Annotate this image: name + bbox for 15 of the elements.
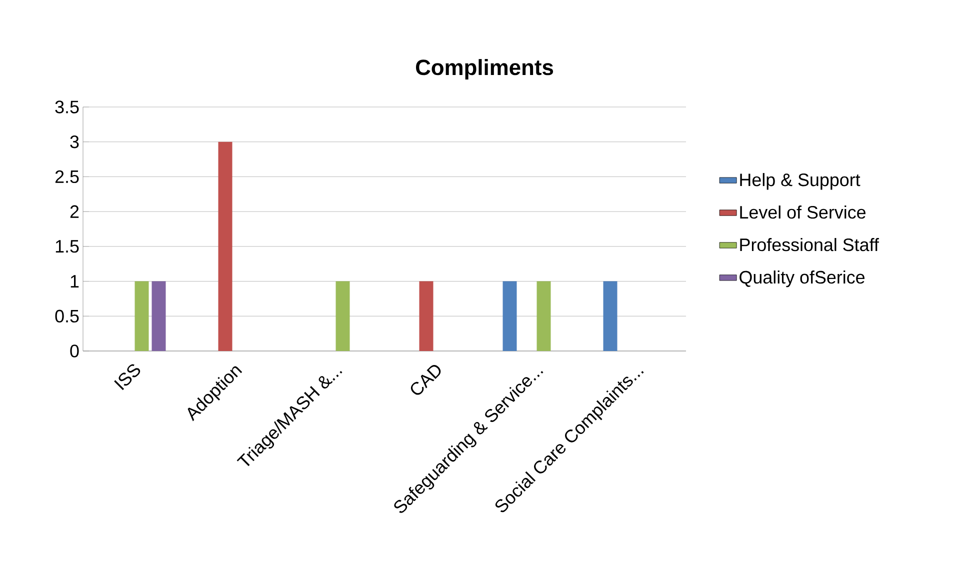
y-tick-label: 1 (70, 275, 79, 288)
chart-title: Compliments (416, 59, 554, 80)
legend-label: Help & Support (740, 173, 860, 190)
y-tick-label: 2 (70, 205, 79, 218)
legend-label: Quality ofSerice (740, 270, 864, 288)
y-tick-label: 3 (70, 135, 79, 148)
x-tick-label: ISS (114, 364, 140, 390)
x-tick-label: CAD (410, 365, 441, 395)
legend-label: Professional Staff (740, 238, 879, 252)
legend-label: Level of Service (740, 206, 866, 219)
y-tick-label: 3.5 (55, 100, 79, 114)
y-tick-label: 1.5 (56, 240, 79, 253)
y-tick-label: 2.5 (55, 170, 79, 184)
y-tick-label: 0 (70, 344, 79, 358)
y-tick-label: 0.5 (55, 310, 79, 322)
